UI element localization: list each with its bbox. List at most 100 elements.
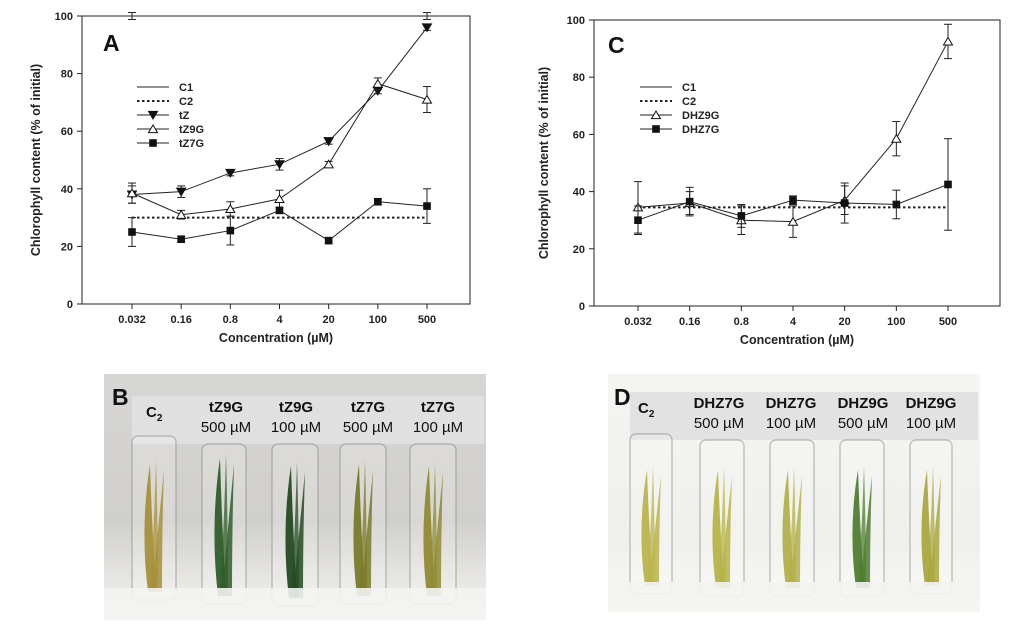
- tube-label: tZ7G 100 µM: [412, 399, 464, 436]
- x-tick-label: 100: [887, 316, 905, 328]
- x-tick-label: 4: [790, 316, 797, 328]
- x-tick-label: 0.8: [223, 314, 238, 326]
- x-tick-label: 100: [369, 314, 387, 326]
- data-point: [374, 197, 382, 206]
- x-tick-label: 0.16: [679, 316, 700, 328]
- leaf: [359, 460, 367, 596]
- data-point: [175, 187, 187, 197]
- tube-label: tZ9G 100 µM: [270, 399, 322, 436]
- data-point: [421, 94, 433, 104]
- test-tube: [339, 443, 387, 605]
- test-tube: [909, 439, 953, 595]
- label-banner: [132, 396, 484, 444]
- legend-marker: [149, 139, 157, 147]
- tubes-b: [104, 435, 486, 620]
- data-point: [224, 168, 236, 178]
- legend-marker: [147, 110, 159, 121]
- legend-label: DHZ7G: [682, 124, 719, 136]
- x-tick-label: 20: [323, 314, 335, 326]
- chart-c-svg: 0 20 40 60 80 100 0.032 0.16 0.8 4 20 100 500 Concent…: [537, 15, 1001, 347]
- foam-base: [608, 582, 980, 612]
- y-tick-label: 100: [567, 15, 585, 27]
- y-tick-label: 60: [573, 129, 585, 141]
- y-tick-label: 40: [573, 187, 585, 199]
- legend-label: C1: [179, 82, 193, 94]
- panel-d-photo: D C2 DHZ7G 500 µM DHZ7G 100 µM DHZ9G 500 µM…: [608, 374, 980, 612]
- data-point: [421, 23, 433, 33]
- test-tube: [839, 439, 885, 597]
- legend-label: tZ7G: [179, 138, 204, 150]
- data-point: [175, 209, 187, 219]
- data-point: [789, 196, 797, 204]
- data-point: [274, 193, 285, 203]
- tube-label: DHZ9G 500 µM: [837, 395, 889, 432]
- data-point: [126, 188, 138, 198]
- x-tick-label: 0.16: [170, 314, 191, 326]
- x-tick-label: 20: [839, 316, 851, 328]
- tube-label: tZ7G 500 µM: [342, 399, 394, 436]
- x-tick-label: 0.032: [118, 314, 146, 326]
- test-tube: [699, 439, 745, 597]
- leaf: [150, 460, 158, 592]
- data-point: [787, 216, 799, 226]
- legend-marker: [650, 109, 662, 120]
- tube-label: DHZ7G 100 µM: [765, 395, 817, 432]
- y-tick-label: 20: [573, 244, 585, 256]
- legend: C1 C2 tZ tZ9G tZ7G: [137, 82, 204, 150]
- y-tick-label: 60: [61, 126, 73, 138]
- data-point: [423, 202, 431, 210]
- plot-frame: [81, 15, 471, 305]
- control-label: C2: [638, 400, 655, 420]
- test-tube: [769, 439, 815, 597]
- x-tick-label: 4: [276, 314, 283, 326]
- data-point: [226, 226, 235, 235]
- legend-marker: [147, 123, 159, 134]
- legend-label: DHZ9G: [682, 110, 719, 122]
- legend-label: C2: [682, 96, 696, 108]
- leaf: [429, 462, 437, 596]
- data-point: [324, 236, 333, 245]
- y-tick-label: 40: [61, 184, 73, 196]
- data-point: [634, 216, 642, 224]
- legend-label: tZ: [179, 110, 190, 122]
- y-tick-label: 0: [67, 299, 73, 311]
- x-axis-label: Concentration (µM): [740, 333, 854, 347]
- x-axis-label: Concentration (µM): [219, 331, 333, 345]
- y-tick-label: 20: [61, 241, 73, 253]
- legend-label: C1: [682, 82, 696, 94]
- data-point: [892, 200, 901, 209]
- test-tube: [271, 443, 319, 607]
- data-point: [323, 159, 335, 169]
- data-point: [942, 36, 954, 46]
- legend-label: C2: [179, 96, 193, 108]
- test-tube: [629, 433, 673, 595]
- y-axis-label: Chlorophyll content (% of initial): [537, 67, 551, 259]
- legend-marker: [652, 125, 660, 133]
- series-tz9g: [126, 77, 433, 220]
- panel-letter-b: B: [112, 384, 129, 410]
- leaf: [927, 466, 935, 586]
- series-tz7g: [128, 188, 431, 247]
- panel-c-chart: 0 20 40 60 80 100 0.032 0.16 0.8 4 20 100 500 Concent…: [520, 0, 1022, 352]
- data-point: [274, 160, 285, 170]
- data-point: [128, 228, 136, 236]
- tube-label: DHZ9G 100 µM: [905, 395, 957, 432]
- series-tz: [126, 23, 433, 204]
- panel-a-chart: 0 20 40 60 80 100 0.032 0.16 0.8 4 20 100 500 Concent…: [0, 0, 480, 352]
- leaf: [788, 466, 796, 588]
- control-label: C2: [146, 404, 163, 424]
- legend: C1 C2 DHZ9G DHZ7G: [640, 82, 719, 136]
- tube-label: tZ9G 500 µM: [200, 399, 252, 436]
- x-tick-label: 0.8: [734, 316, 749, 328]
- data-point: [224, 203, 236, 214]
- data-point: [323, 137, 335, 147]
- y-tick-label: 80: [573, 72, 585, 84]
- plot-frame: [593, 19, 1001, 307]
- leaf: [220, 454, 228, 596]
- tubes-d: [608, 433, 980, 612]
- y-tick-label: 80: [61, 69, 73, 81]
- data-point: [944, 180, 952, 189]
- x-tick-label: 500: [939, 316, 957, 328]
- test-tube: [201, 443, 247, 605]
- chart-a-svg: 0 20 40 60 80 100 0.032 0.16 0.8 4 20 100 500 Concent…: [29, 11, 471, 345]
